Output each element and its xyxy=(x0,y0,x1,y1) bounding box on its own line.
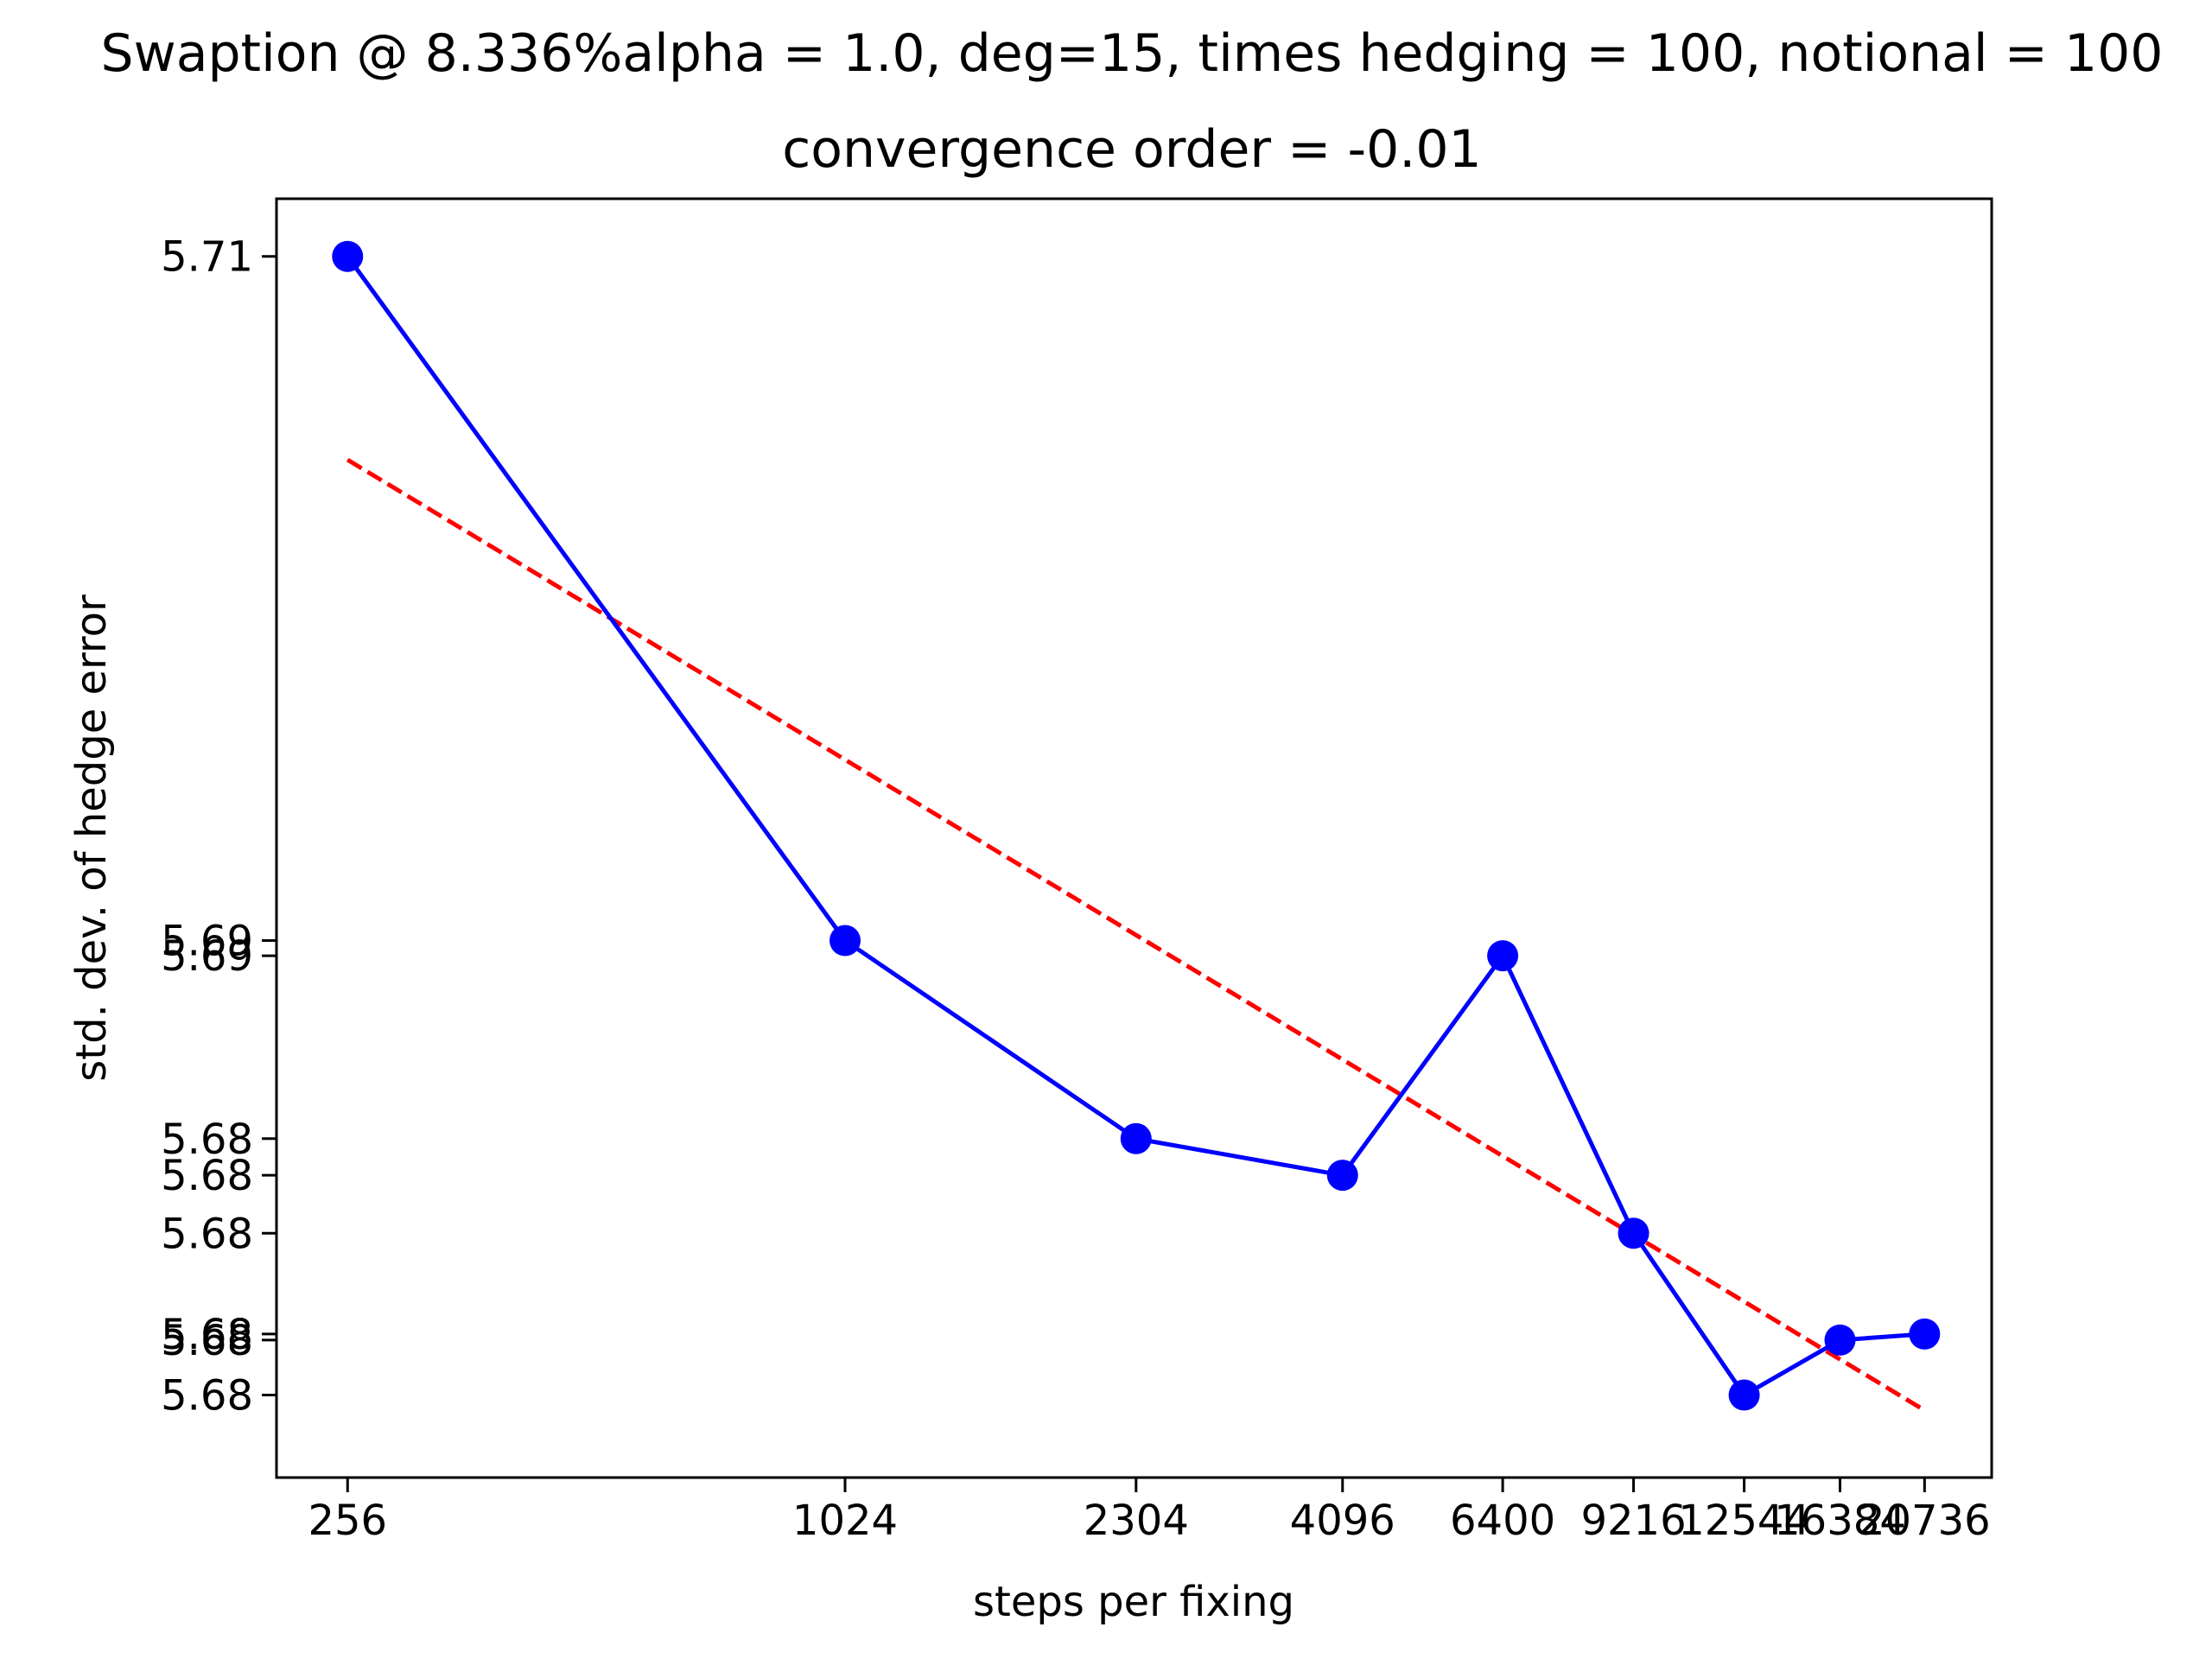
data-point xyxy=(830,925,861,957)
plot-area xyxy=(332,240,1941,1413)
y-tick-label: 5.69 xyxy=(161,932,253,981)
plot-frame xyxy=(275,197,1993,1479)
y-tick-label: 5.69 xyxy=(161,917,253,965)
y-tick-label: 5.68 xyxy=(161,1311,253,1359)
data-point xyxy=(332,240,364,272)
x-tick-label: 9216 xyxy=(1580,1497,1686,1545)
y-tick-label: 5.68 xyxy=(161,1116,253,1164)
chart-title: Swaption @ 8.336%alpha = 1.0, deg=15, ti… xyxy=(101,23,2164,84)
x-tick-label: 1024 xyxy=(792,1497,898,1545)
y-axis-label: std. dev. of hedge error xyxy=(67,594,116,1082)
x-tick-label: 256 xyxy=(308,1497,387,1545)
data-point xyxy=(1487,940,1519,972)
data-point xyxy=(1120,1122,1152,1154)
y-tick-label: 5.71 xyxy=(161,233,253,282)
y-tick-label: 5.68 xyxy=(161,1152,253,1200)
x-tick-label: 2304 xyxy=(1084,1497,1189,1545)
x-tick-label: 20736 xyxy=(1859,1497,1991,1545)
x-tick-label: 16384 xyxy=(1774,1497,1906,1545)
y-axis: 5.715.695.695.685.685.685.685.685.68 xyxy=(161,233,276,1421)
y-tick-label: 5.68 xyxy=(161,1317,253,1365)
data-point xyxy=(1326,1160,1358,1192)
x-axis-label: steps per fixing xyxy=(973,1578,1294,1626)
chart-subtitle: convergence order = -0.01 xyxy=(782,119,1481,180)
y-tick-label: 5.68 xyxy=(161,1372,253,1421)
data-point xyxy=(1618,1217,1649,1249)
x-tick-label: 4096 xyxy=(1290,1497,1395,1545)
data-point xyxy=(1824,1324,1856,1356)
x-tick-label: 12544 xyxy=(1678,1497,1810,1545)
data-point xyxy=(1728,1379,1760,1411)
x-tick-label: 6400 xyxy=(1450,1497,1555,1545)
y-tick-label: 5.68 xyxy=(161,1210,253,1258)
data-point xyxy=(1909,1318,1941,1350)
